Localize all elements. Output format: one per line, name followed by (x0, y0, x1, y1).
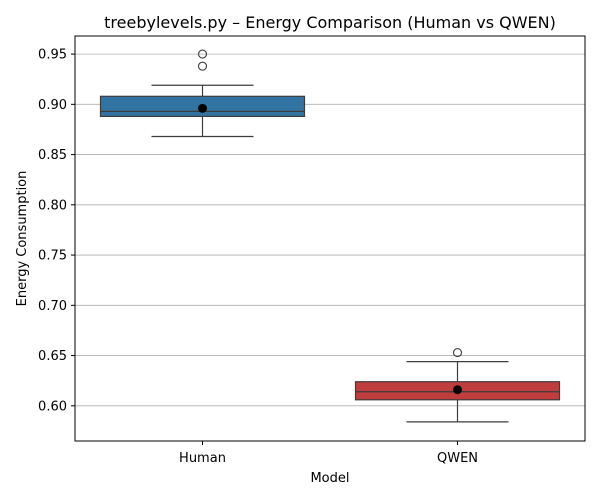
y-tick-label: 0.80 (38, 198, 67, 213)
chart-title: treebylevels.py – Energy Comparison (Hum… (104, 13, 556, 32)
x-axis-ticks: Human QWEN (179, 441, 478, 466)
y-tick-label: 0.85 (38, 148, 67, 163)
boxes (99, 49, 561, 423)
mean-point (453, 385, 462, 395)
outlier-point (452, 348, 463, 358)
x-tick-label: Human (179, 451, 226, 466)
outlier-point (197, 49, 208, 59)
box-group-human (99, 49, 306, 138)
x-tick-label: QWEN (437, 451, 478, 466)
y-tick-label: 0.75 (38, 249, 67, 264)
y-axis-ticks: 0.60 0.65 0.70 0.75 0.80 0.85 0.90 0.95 (38, 48, 75, 414)
outlier-point (197, 61, 208, 71)
y-axis-label: Energy Consumption (15, 171, 30, 307)
y-tick-label: 0.60 (38, 399, 67, 414)
y-tick-label: 0.90 (38, 98, 67, 113)
x-axis-label: Model (310, 471, 349, 486)
box-group-qwen (354, 348, 561, 423)
plot-frame (74, 35, 586, 442)
y-tick-label: 0.70 (38, 299, 67, 314)
y-tick-label: 0.95 (38, 48, 67, 63)
mean-point (198, 103, 207, 113)
y-tick-label: 0.65 (38, 349, 67, 364)
